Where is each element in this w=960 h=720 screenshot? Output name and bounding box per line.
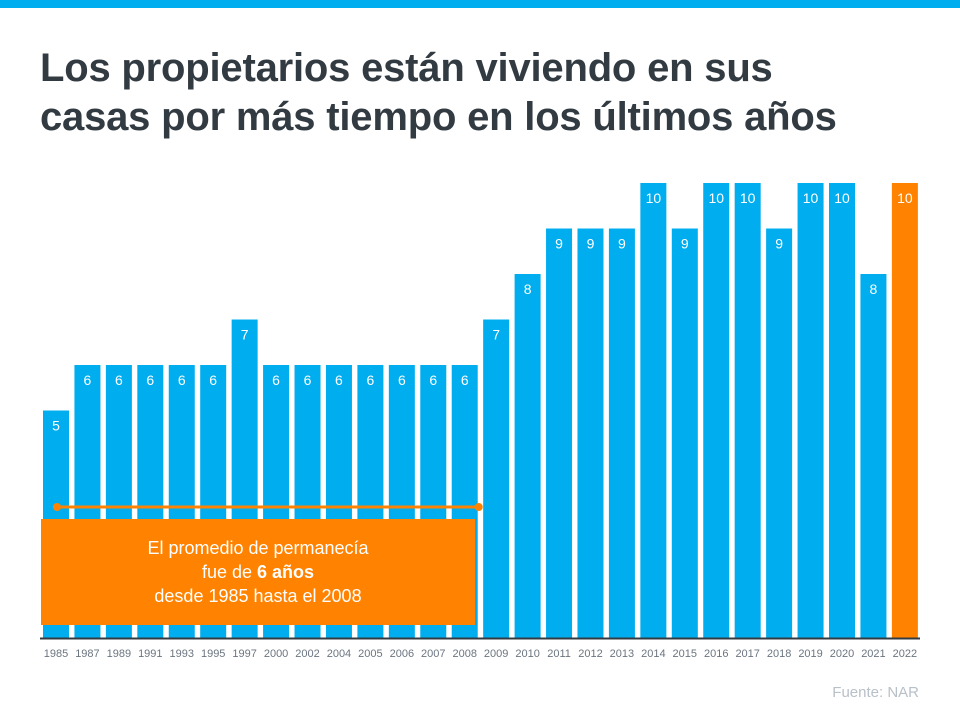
average-line-end-dot (474, 503, 483, 511)
tick-label-1993: 1993 (170, 648, 194, 660)
tick-label-2017: 2017 (735, 648, 759, 660)
data-label-1991: 6 (146, 372, 154, 388)
tick-label-2006: 2006 (390, 648, 414, 660)
data-label-2011: 9 (555, 236, 563, 252)
bar-2014 (640, 183, 667, 638)
source-note: Fuente: NAR (832, 684, 919, 701)
bar-2021 (860, 274, 887, 638)
tick-label-1997: 1997 (232, 648, 256, 660)
bar-2012 (577, 228, 604, 638)
data-label-2016: 10 (708, 190, 724, 206)
tick-label-2019: 2019 (798, 648, 822, 660)
bar-2011 (546, 228, 573, 638)
tick-label-2016: 2016 (704, 648, 728, 660)
bar-2015 (671, 228, 698, 638)
data-label-2021: 8 (870, 281, 878, 297)
tick-label-1995: 1995 (201, 648, 225, 660)
data-label-2013: 9 (618, 236, 626, 252)
data-label-1993: 6 (178, 372, 186, 388)
data-label-2002: 6 (304, 372, 312, 388)
tick-label-2022: 2022 (893, 648, 917, 660)
data-label-1997: 7 (241, 327, 249, 343)
bar-2022 (891, 183, 918, 638)
tick-label-2021: 2021 (861, 648, 885, 660)
data-label-2000: 6 (272, 372, 280, 388)
tick-label-2015: 2015 (673, 648, 697, 660)
data-label-2005: 6 (367, 372, 375, 388)
tick-label-1989: 1989 (107, 648, 131, 660)
tick-label-2012: 2012 (578, 648, 602, 660)
callout-prefix: fue de (201, 562, 257, 582)
data-label-1995: 6 (209, 372, 217, 388)
data-label-2007: 6 (429, 372, 437, 388)
data-label-2020: 10 (834, 190, 850, 206)
callout-bold: 6 años (257, 562, 315, 582)
tick-label-2011: 2011 (547, 648, 571, 660)
title-line-1: Los propietarios están viviendo en sus (40, 46, 773, 90)
data-label-2008: 6 (461, 372, 469, 388)
data-label-2022: 10 (897, 190, 913, 206)
data-label-2009: 7 (492, 327, 500, 343)
tick-label-2020: 2020 (830, 648, 854, 660)
data-label-2004: 6 (335, 372, 343, 388)
tick-label-1985: 1985 (44, 648, 68, 660)
tick-label-2018: 2018 (767, 648, 791, 660)
callout-line-2: fue de 6 años (41, 560, 475, 584)
data-label-2006: 6 (398, 372, 406, 388)
title-line-2: casas por más tiempo en los últimos años (40, 95, 837, 139)
callout-line-1: El promedio de permanecía (147, 538, 369, 558)
tick-label-2010: 2010 (515, 648, 539, 660)
bar-2013 (608, 228, 635, 638)
data-label-2012: 9 (587, 236, 595, 252)
top-accent-bar (0, 0, 960, 8)
average-callout: El promedio de permanecía fue de 6 años … (41, 519, 475, 625)
bar-2019 (797, 183, 824, 638)
tick-label-2005: 2005 (358, 648, 382, 660)
tick-label-2008: 2008 (452, 648, 476, 660)
tick-label-2007: 2007 (421, 648, 445, 660)
data-label-2018: 9 (775, 236, 783, 252)
tick-label-1991: 1991 (138, 648, 162, 660)
tick-label-1987: 1987 (75, 648, 99, 660)
tick-label-2009: 2009 (484, 648, 508, 660)
callout-line-3: desde 1985 hasta el 2008 (154, 586, 362, 606)
bar-2017 (734, 183, 761, 638)
bar-2016 (703, 183, 730, 638)
data-label-1989: 6 (115, 372, 123, 388)
tick-label-2000: 2000 (264, 648, 288, 660)
tick-label-2004: 2004 (327, 648, 351, 660)
data-label-1987: 6 (84, 372, 92, 388)
tick-label-2014: 2014 (641, 648, 665, 660)
bar-2018 (766, 228, 793, 638)
tick-label-2013: 2013 (610, 648, 634, 660)
bar-2009 (483, 319, 510, 638)
data-label-2019: 10 (803, 190, 819, 206)
data-label-2015: 9 (681, 236, 689, 252)
data-label-1985: 5 (52, 418, 60, 434)
page-title: Los propietarios están viviendo en sus ca… (40, 44, 837, 142)
bar-2020 (829, 183, 855, 638)
data-label-2014: 10 (646, 190, 662, 206)
average-line-start-dot (53, 503, 61, 511)
data-label-2010: 8 (524, 281, 532, 297)
tick-label-2002: 2002 (295, 648, 319, 660)
data-label-2017: 10 (740, 190, 756, 206)
bar-2010 (514, 274, 541, 638)
